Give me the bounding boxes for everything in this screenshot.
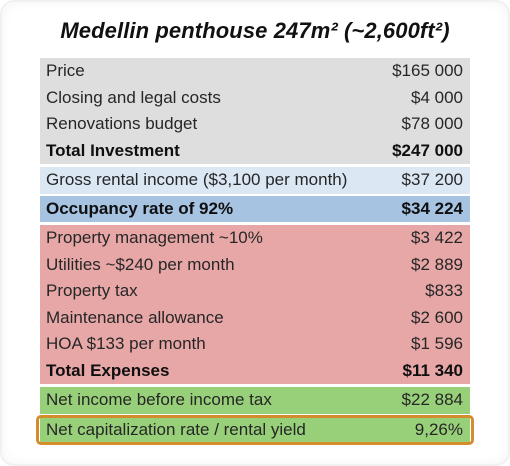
expenses-section: Property management ~10% $3 422 Utilitie… xyxy=(40,225,470,384)
net-income-section: Net income before income tax $22 884 xyxy=(40,387,470,414)
table-row-total-investment: Total Investment $247 000 xyxy=(40,138,470,165)
table-row-maintenance: Maintenance allowance $2 600 xyxy=(40,305,470,332)
row-label: Net income before income tax xyxy=(46,390,272,410)
row-value: $247 000 xyxy=(392,140,463,160)
table-row-occupancy: Occupancy rate of 92% $34 224 xyxy=(40,196,470,223)
row-value: 9,26% xyxy=(414,419,463,439)
row-label: HOA $133 per month xyxy=(46,334,206,354)
row-value: $165 000 xyxy=(392,61,463,81)
table-row-renovations: Renovations budget $78 000 xyxy=(40,111,470,138)
row-value: $37 200 xyxy=(401,170,463,190)
row-label: Property tax xyxy=(46,281,138,301)
occupancy-section: Occupancy rate of 92% $34 224 xyxy=(40,195,470,223)
row-value: $4 000 xyxy=(411,87,463,107)
row-label: Price xyxy=(46,61,85,81)
row-label: Property management ~10% xyxy=(46,228,263,248)
row-label: Gross rental income ($3,100 per month) xyxy=(46,170,348,190)
row-label: Total Investment xyxy=(46,140,180,160)
table-row-net-income: Net income before income tax $22 884 xyxy=(40,387,470,414)
row-value: $833 xyxy=(425,281,463,301)
row-label: Utilities ~$240 per month xyxy=(46,254,235,274)
table-row-closing-costs: Closing and legal costs $4 000 xyxy=(40,85,470,112)
row-label: Occupancy rate of 92% xyxy=(46,198,234,218)
table-row-price: Price $165 000 xyxy=(40,58,470,85)
investment-section: Price $165 000 Closing and legal costs $… xyxy=(40,58,470,164)
table-row-gross-income: Gross rental income ($3,100 per month) $… xyxy=(40,167,470,194)
row-label: Maintenance allowance xyxy=(46,307,224,327)
cap-rate-section: Net capitalization rate / rental yield 9… xyxy=(36,414,474,445)
table-row-utilities: Utilities ~$240 per month $2 889 xyxy=(40,252,470,279)
table-row-hoa: HOA $133 per month $1 596 xyxy=(40,331,470,358)
row-label: Net capitalization rate / rental yield xyxy=(46,419,306,439)
row-value: $34 224 xyxy=(401,198,463,218)
table-row-property-management: Property management ~10% $3 422 xyxy=(40,225,470,252)
row-label: Total Expenses xyxy=(46,360,170,380)
gross-income-section: Gross rental income ($3,100 per month) $… xyxy=(40,167,470,194)
investment-table: Price $165 000 Closing and legal costs $… xyxy=(36,58,474,445)
row-value: $22 884 xyxy=(401,390,463,410)
table-row-cap-rate: Net capitalization rate / rental yield 9… xyxy=(40,417,470,444)
row-value: $2 600 xyxy=(411,307,463,327)
row-value: $11 340 xyxy=(402,360,463,380)
row-label: Renovations budget xyxy=(46,114,198,134)
row-label: Closing and legal costs xyxy=(46,87,221,107)
table-row-property-tax: Property tax $833 xyxy=(40,278,470,305)
row-value: $2 889 xyxy=(411,254,463,274)
row-value: $3 422 xyxy=(411,228,463,248)
row-value: $1 596 xyxy=(411,334,463,354)
page-title: Medellin penthouse 247m² (~2,600ft²) xyxy=(60,18,450,43)
row-value: $78 000 xyxy=(401,114,463,134)
table-row-total-expenses: Total Expenses $11 340 xyxy=(40,358,470,385)
